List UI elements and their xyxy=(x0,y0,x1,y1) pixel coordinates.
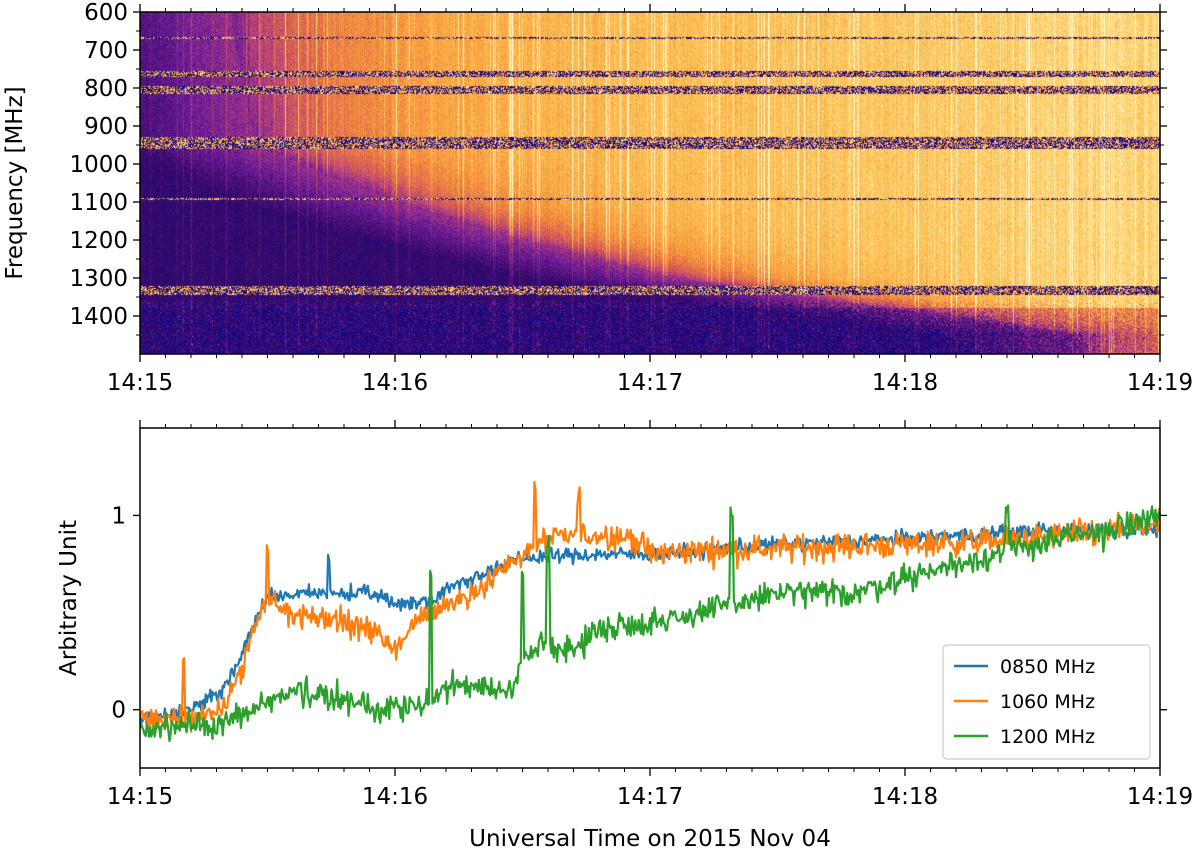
curve-x-axis-label: Universal Time on 2015 Nov 04 xyxy=(469,826,831,852)
x-tick-label: 14:19 xyxy=(1127,784,1193,810)
y-tick-label: 1 xyxy=(111,503,126,529)
legend-label: 0850 MHz xyxy=(1000,656,1095,678)
y-tick-label: 0 xyxy=(111,698,126,724)
y-tick-label: 1400 xyxy=(69,304,128,330)
curve-x-axis: 14:15 14:16 14:17 14:18 14:19 xyxy=(107,420,1193,810)
y-tick-label: 1000 xyxy=(69,152,128,178)
spectrum-y-axis: 600 700 800 900 1000 1100 1200 1300 1400 xyxy=(69,0,1167,336)
x-tick-label: 14:16 xyxy=(362,370,428,396)
curve-y-axis: 01 xyxy=(111,503,1167,724)
spectrum-x-axis: 14:15 14:16 14:17 14:18 14:19 xyxy=(107,4,1193,396)
legend: 0850 MHz 1060 MHz 1200 MHz xyxy=(942,644,1151,760)
curve-y-axis-label: Arbitrary Unit xyxy=(56,520,82,676)
x-tick-label: 14:15 xyxy=(107,370,173,396)
x-tick-label: 14:17 xyxy=(617,370,683,396)
x-tick-label: 14:16 xyxy=(362,784,428,810)
x-tick-label: 14:18 xyxy=(872,784,938,810)
y-tick-label: 1100 xyxy=(69,190,128,216)
legend-item: 1200 MHz xyxy=(954,726,1095,748)
x-tick-label: 14:17 xyxy=(617,784,683,810)
x-tick-label: 14:15 xyxy=(107,784,173,810)
x-tick-label: 14:18 xyxy=(872,370,938,396)
y-tick-label: 800 xyxy=(84,76,128,102)
y-tick-label: 1300 xyxy=(69,266,128,292)
light-curve-panel: 01 14:15 14:16 14:17 14:18 14:19 Arbitrary U… xyxy=(56,420,1193,852)
curve-series-group xyxy=(140,480,1160,743)
legend-box xyxy=(942,644,1151,760)
legend-label: 1060 MHz xyxy=(1000,691,1095,713)
spectrum-canvas-holder xyxy=(140,12,1160,354)
y-tick-label: 900 xyxy=(84,114,128,140)
legend-label: 1200 MHz xyxy=(1000,726,1095,748)
y-tick-label: 1200 xyxy=(69,228,128,254)
series-line-1060-mhz xyxy=(140,480,1160,733)
series-line-1200-mhz xyxy=(140,504,1160,743)
y-tick-label: 700 xyxy=(84,38,128,64)
dynamic-spectrum-image xyxy=(140,12,1160,354)
legend-item: 0850 MHz xyxy=(954,656,1095,678)
spectrum-y-axis-label: Frequency [MHz] xyxy=(2,86,28,279)
legend-item: 1060 MHz xyxy=(954,691,1095,713)
x-tick-label: 14:19 xyxy=(1127,370,1193,396)
y-tick-label: 600 xyxy=(84,0,128,26)
